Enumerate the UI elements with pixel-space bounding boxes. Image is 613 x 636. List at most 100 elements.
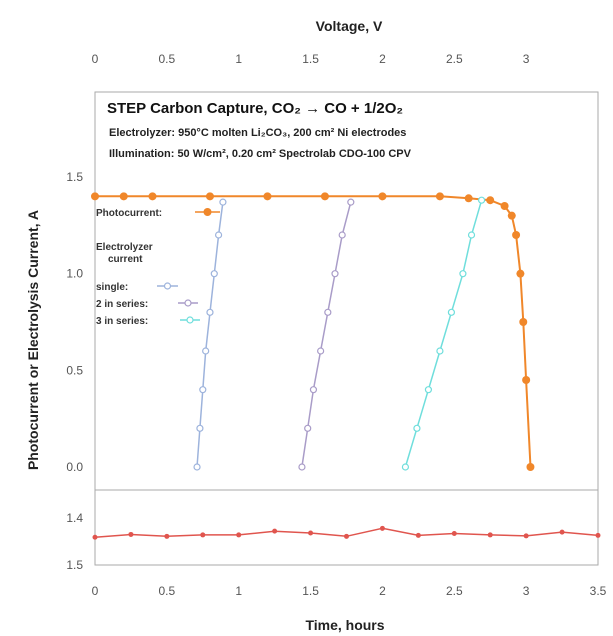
series-time-series (92, 525, 601, 540)
data-point (523, 533, 529, 539)
data-point (464, 194, 473, 203)
data-point (200, 532, 206, 538)
bottom-tick-label: 2 (379, 584, 386, 598)
bottom-tick-label: 0.5 (159, 584, 176, 598)
data-point (436, 347, 444, 355)
bottom-axis-title: Time, hours (305, 617, 384, 633)
data-point (447, 308, 456, 316)
data-point (119, 192, 128, 201)
legend-mark-three-marker (186, 316, 194, 324)
left-tick-label: 0.0 (66, 460, 83, 474)
data-point (507, 211, 516, 220)
data-point (331, 270, 339, 278)
data-point (128, 531, 134, 537)
bottom-tick-label: 0 (92, 584, 99, 598)
series-3-in-series (401, 196, 486, 471)
legend-electrolyzer-2: current (108, 254, 143, 265)
data-point (338, 231, 346, 239)
data-point (413, 424, 421, 432)
data-point (263, 192, 272, 201)
series-line-3-in-series (404, 199, 483, 468)
legend-electrolyzer-1: Electrolyzer (96, 242, 153, 253)
data-point (196, 424, 204, 432)
legend-photocurrent: Photocurrent: (96, 208, 162, 219)
data-point (512, 231, 521, 239)
data-point (347, 198, 355, 206)
left-tick-label: 1.0 (66, 267, 83, 281)
legend-mark-photocurrent (195, 208, 220, 216)
bottom-tick-label: 2.5 (446, 584, 463, 598)
legend-mark-two-marker (184, 299, 192, 307)
top-tick-label: 2.5 (446, 52, 463, 66)
data-point (526, 463, 535, 471)
data-point (486, 196, 495, 205)
data-point (500, 202, 509, 210)
data-point (559, 529, 565, 535)
series-photocurrent (91, 192, 535, 471)
data-point (202, 347, 210, 355)
legend-mark-photocurrent-marker (203, 208, 212, 216)
series-layer (91, 192, 601, 540)
data-point (91, 192, 99, 201)
data-point (435, 192, 444, 201)
lower-axis-ticks: 1.4 1.5 (66, 511, 83, 572)
legend-two: 2 in series: (96, 299, 148, 310)
top-tick-label: 0 (92, 52, 99, 66)
legend: Photocurrent: Electrolyzer current singl… (96, 208, 220, 327)
legend-three: 3 in series: (96, 316, 148, 327)
data-point (344, 533, 349, 539)
top-axis-title: Voltage, V (316, 18, 383, 34)
data-point (477, 196, 486, 204)
bottom-axis-ticks: 0 0.5 1 1.5 2 2.5 3 3.5 (92, 584, 607, 598)
chart-subtitle-1: Electrolyzer: 950°C molten Li₂CO₃, 200 c… (109, 127, 406, 139)
data-point (309, 386, 318, 394)
data-point (595, 532, 601, 538)
legend-mark-single (157, 282, 178, 290)
series-line-2-in-series (301, 201, 352, 468)
data-point (236, 532, 242, 538)
bottom-tick-label: 3 (523, 584, 530, 598)
data-point (308, 530, 314, 536)
series-line-single (196, 202, 224, 468)
data-point (210, 270, 218, 278)
data-point (522, 376, 531, 384)
lower-tick-label: 1.4 (66, 511, 83, 525)
legend-mark-three (180, 316, 200, 324)
left-tick-label: 0.5 (66, 363, 83, 377)
top-tick-label: 2 (379, 52, 386, 66)
series-2-in-series (298, 198, 355, 471)
data-point (205, 192, 214, 201)
top-tick-label: 1 (235, 52, 242, 66)
data-point (415, 532, 421, 538)
chart-subtitle-2: Illumination: 50 W/cm², 0.20 cm² Spectro… (109, 148, 412, 160)
chart-title: STEP Carbon Capture, CO₂ → CO + 1/2O₂ (107, 100, 403, 117)
top-tick-label: 0.5 (159, 52, 176, 66)
data-point (378, 192, 387, 201)
left-axis-ticks: 1.5 1.0 0.5 0.0 (66, 170, 83, 474)
data-point (379, 525, 385, 531)
lower-tick-label: 1.5 (66, 558, 83, 572)
data-point (516, 269, 525, 278)
plot-frame (94, 91, 599, 566)
bottom-tick-label: 1 (235, 584, 242, 598)
legend-mark-two (178, 299, 198, 307)
left-axis-title: Photocurrent or Electrolysis Current, A (25, 210, 41, 470)
bottom-tick-label: 3.5 (590, 584, 607, 598)
data-point (401, 463, 410, 471)
legend-marks (157, 208, 220, 324)
top-tick-label: 3 (523, 52, 530, 66)
data-point (324, 308, 332, 316)
data-point (193, 463, 201, 471)
bottom-tick-label: 1.5 (302, 584, 319, 598)
data-point (272, 528, 278, 534)
data-point (451, 531, 457, 537)
top-tick-label: 1.5 (302, 52, 319, 66)
data-point (317, 347, 325, 355)
data-point (206, 308, 214, 316)
left-tick-label: 1.5 (66, 170, 83, 184)
data-point (459, 270, 467, 278)
data-point (214, 231, 223, 239)
data-point (304, 424, 312, 432)
data-point (320, 192, 329, 201)
